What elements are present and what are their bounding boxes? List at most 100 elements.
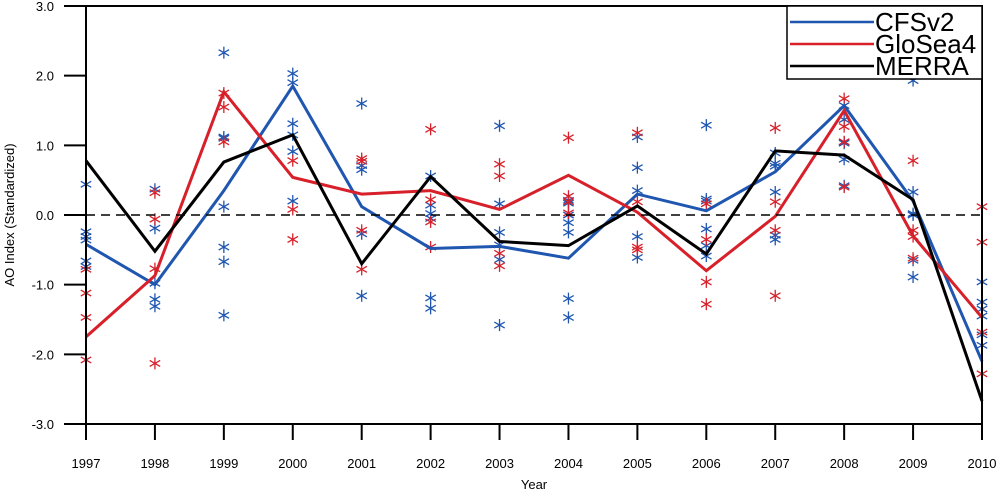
marker-stroke	[425, 304, 437, 312]
marker-stroke	[218, 103, 230, 111]
marker-stroke	[425, 196, 437, 204]
marker-stroke	[562, 295, 575, 303]
ensemble-member-marker	[425, 193, 437, 206]
ensemble-member-marker	[631, 243, 643, 256]
marker-stroke	[700, 121, 712, 129]
axes: 3.0 2.0 1.0 0.0 -1.0 -2.0 -3.0 1997 1998 1999 2000…	[32, 0, 997, 471]
marker-stroke	[769, 226, 781, 234]
marker-stroke	[631, 198, 643, 206]
ensemble-member-marker	[493, 158, 506, 171]
marker-stroke	[218, 243, 230, 251]
ensemble-member-marker	[356, 97, 368, 110]
marker-stroke	[493, 321, 506, 329]
marker-stroke	[631, 187, 643, 195]
marker-stroke	[562, 198, 575, 206]
marker-stroke	[356, 99, 368, 108]
ensemble-member-marker	[493, 226, 506, 239]
x-tick-label: 2010	[968, 456, 997, 471]
marker-stroke	[907, 273, 919, 281]
x-tick-label: 2002	[416, 456, 445, 471]
ensemble-member-marker	[287, 117, 299, 130]
ensemble-member-marker	[493, 319, 506, 332]
marker-stroke	[218, 203, 230, 211]
marker-stroke	[149, 302, 161, 310]
marker-stroke	[218, 49, 230, 57]
marker-stroke	[149, 224, 161, 232]
marker-stroke	[149, 295, 161, 303]
ensemble-member-marker	[287, 154, 299, 167]
series-line-cfsv2	[85, 83, 984, 362]
marker-stroke	[287, 205, 299, 213]
ensemble-member-marker	[562, 131, 575, 144]
ensemble-member-marker	[149, 357, 161, 370]
ensemble-member-marker	[838, 92, 850, 105]
ensemble-member-marker	[425, 291, 437, 304]
ensemble-member-marker	[700, 298, 712, 311]
marker-stroke	[562, 134, 575, 142]
marker-stroke	[562, 228, 575, 236]
marker-stroke	[287, 197, 299, 205]
marker-stroke	[356, 157, 368, 165]
x-tick-label: 2005	[623, 456, 652, 471]
marker-stroke	[493, 262, 506, 270]
y-tick-label: 0.0	[36, 208, 54, 223]
ensemble-member-marker	[562, 226, 575, 239]
marker-stroke	[769, 188, 781, 196]
ensemble-member-marker	[907, 252, 919, 265]
marker-stroke	[769, 292, 781, 300]
marker-stroke	[700, 278, 712, 286]
marker-stroke	[218, 138, 230, 146]
y-tick-label: -3.0	[32, 417, 54, 432]
ensemble-member-marker	[356, 224, 368, 237]
marker-stroke	[287, 148, 299, 156]
ensemble-member-marker	[907, 154, 919, 167]
ensemble-member-marker	[700, 233, 712, 246]
marker-stroke	[838, 122, 850, 131]
marker-stroke	[493, 200, 506, 208]
y-tick-label: 2.0	[36, 69, 54, 84]
legend-label-merra: MERRA	[875, 51, 970, 81]
x-tick-label: 2004	[554, 456, 583, 471]
marker-stroke	[493, 160, 506, 168]
ensemble-member-marker	[700, 275, 712, 288]
marker-stroke	[769, 124, 781, 132]
marker-stroke	[356, 292, 368, 300]
ensemble-member-marker	[425, 215, 437, 228]
marker-stroke	[218, 258, 230, 266]
x-tick-label: 1999	[209, 456, 238, 471]
x-tick-label: 2003	[485, 456, 514, 471]
ensemble-member-marker	[907, 271, 919, 284]
ensemble-member-marker	[356, 289, 368, 302]
ensemble-member-marker	[218, 200, 230, 213]
ensemble-member-marker	[149, 186, 161, 199]
marker-stroke	[700, 300, 712, 308]
ensemble-member-marker	[769, 195, 781, 208]
ensemble-member-marker	[218, 46, 230, 59]
marker-stroke	[425, 294, 437, 302]
marker-stroke	[493, 249, 506, 257]
marker-stroke	[907, 157, 919, 165]
ensemble-member-marker	[218, 135, 230, 148]
series-line-glosea4	[85, 88, 984, 339]
x-tick-label: 2006	[692, 456, 721, 471]
marker-stroke	[493, 256, 506, 264]
x-tick-label: 2007	[761, 456, 790, 471]
marker-stroke	[631, 233, 643, 241]
ensemble-member-marker	[425, 302, 437, 315]
marker-stroke	[287, 70, 299, 78]
x-tick-label: 2000	[278, 456, 307, 471]
marker-stroke	[493, 172, 506, 180]
ensemble-member-marker	[218, 241, 230, 254]
marker-stroke	[769, 198, 781, 206]
ensemble-member-marker	[356, 155, 368, 168]
ensemble-member-marker	[562, 311, 575, 324]
series-line-merra	[84, 132, 984, 402]
legend-label-glosea4: GloSea4	[875, 29, 976, 59]
y-tick-label: -2.0	[32, 347, 54, 362]
x-tick-label: 2001	[347, 456, 376, 471]
ensemble-member-marker	[838, 181, 850, 194]
ensemble-member-marker	[493, 259, 506, 272]
marker-stroke	[769, 162, 781, 170]
marker-stroke	[218, 311, 230, 319]
ensemble-member-marker	[700, 197, 712, 210]
